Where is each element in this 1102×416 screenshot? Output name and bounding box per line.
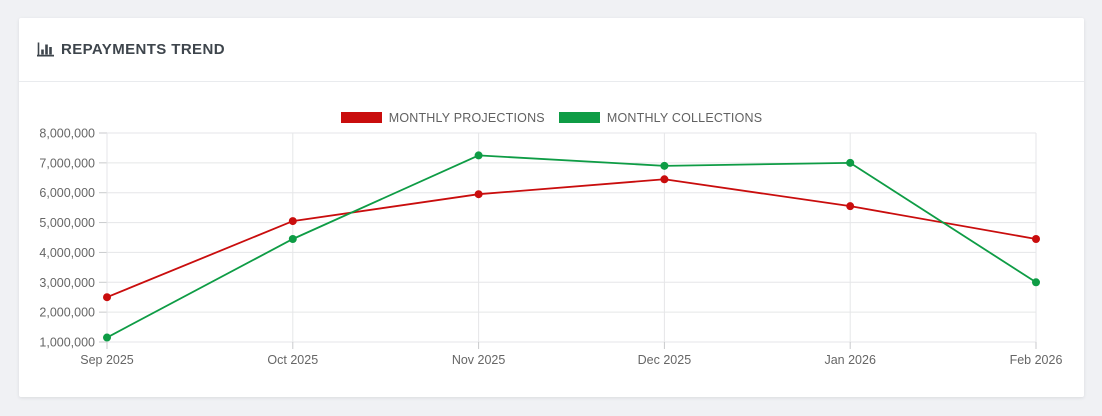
data-point [1032,234,1040,243]
trend-chart-svg: 8,000,000 7,000,000 6,000,000 5,000,000 4,00… [39,127,1063,368]
legend-item-projections[interactable]: MONTHLY PROJECTIONS [340,110,545,125]
x-axis-tick-label: Oct 2025 [267,353,318,367]
data-point [474,151,483,160]
y-axis-tick-label: 7,000,000 [39,156,95,170]
x-axis-tick-label: Sep 2025 [80,353,134,367]
chart-section: MONTHLY PROJECTIONS MONTHLY COLLECTIONS … [19,82,1084,383]
y-axis-tick-label: 3,000,000 [39,276,95,290]
chart-legend: MONTHLY PROJECTIONS MONTHLY COLLECTIONS [19,110,1084,125]
legend-item-collections[interactable]: MONTHLY COLLECTIONS [558,110,763,125]
data-point [288,234,297,243]
x-axis-tick-label: Dec 2025 [638,353,692,367]
legend-label: MONTHLY COLLECTIONS [606,110,763,125]
data-point [103,333,111,342]
y-axis-tick-label: 5,000,000 [39,216,95,230]
y-axis-tick-label: 6,000,000 [39,186,95,200]
y-axis-tick-label: 4,000,000 [39,246,95,260]
data-point [846,158,855,167]
page-title: REPAYMENTS TREND [61,41,225,58]
repayments-trend-card: REPAYMENTS TREND MONTHLY PROJECTIONS MON… [19,18,1084,397]
data-point [103,293,111,302]
y-axis-tick-label: 1,000,000 [39,336,95,350]
data-point [288,217,297,226]
chart-canvas-wrap: 8,000,000 7,000,000 6,000,000 5,000,000 4,00… [19,126,1084,383]
x-axis-tick-label: Jan 2026 [824,353,875,367]
y-axis-tick-label: 8,000,000 [39,127,95,141]
legend-label: MONTHLY PROJECTIONS [388,110,545,125]
x-axis-tick-label: Feb 2026 [1010,353,1063,367]
bar-chart-icon [37,42,54,57]
data-point [1032,278,1040,287]
y-axis-tick-label: 2,000,000 [39,306,95,320]
series-line [106,154,1037,339]
card-header: REPAYMENTS TREND [19,18,1084,82]
x-axis-tick-label: Nov 2025 [452,353,506,367]
series-line [106,178,1037,299]
data-point [846,202,855,211]
collections-swatch [558,112,600,123]
data-point [660,161,669,170]
data-point [660,175,669,184]
projections-swatch [340,112,382,123]
data-point [474,190,483,199]
